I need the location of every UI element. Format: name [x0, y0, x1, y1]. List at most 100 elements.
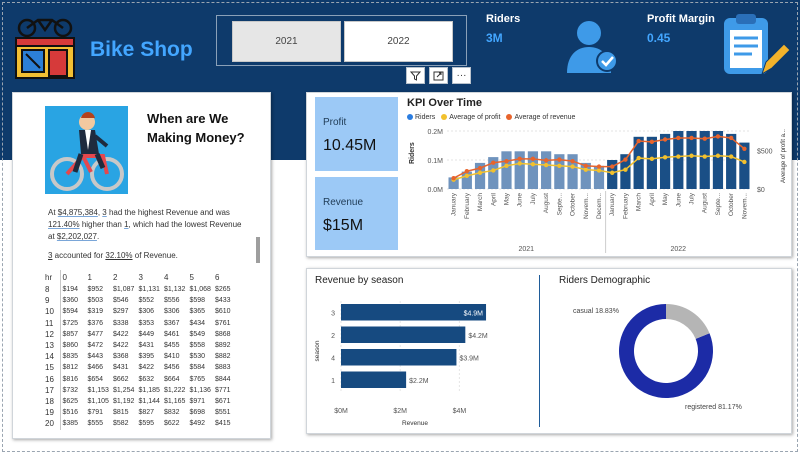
table-cell[interactable]: $654: [87, 375, 104, 383]
table-cell[interactable]: $664: [164, 375, 180, 383]
narrative-scrollbar[interactable]: [256, 237, 260, 263]
table-cell[interactable]: $194: [62, 286, 79, 293]
table-cell[interactable]: $338: [113, 319, 129, 327]
table-cell[interactable]: $433: [215, 297, 231, 305]
table-cell[interactable]: $1,105: [87, 398, 109, 406]
table-cell[interactable]: $812: [62, 364, 79, 372]
table-cell[interactable]: $827: [138, 409, 155, 417]
table-cell[interactable]: $595: [138, 420, 155, 428]
table-cell[interactable]: $1,132: [164, 286, 186, 293]
row-header[interactable]: 18: [45, 396, 61, 408]
table-cell[interactable]: $1,068: [189, 286, 211, 293]
row-header[interactable]: 11: [45, 317, 61, 329]
table-cell[interactable]: $761: [215, 319, 231, 327]
table-cell[interactable]: $466: [87, 364, 104, 372]
row-header[interactable]: 10: [45, 306, 61, 318]
table-cell[interactable]: $449: [138, 330, 155, 338]
table-cell[interactable]: $952: [87, 286, 104, 293]
row-header[interactable]: 20: [45, 418, 61, 430]
table-cell[interactable]: $732: [62, 386, 79, 394]
table-cell[interactable]: $1,153: [87, 386, 109, 394]
table-cell[interactable]: $422: [138, 364, 155, 372]
table-cell[interactable]: $883: [215, 364, 231, 372]
table-cell[interactable]: $297: [113, 308, 129, 316]
table-cell[interactable]: $1,254: [113, 386, 135, 394]
table-cell[interactable]: $598: [189, 297, 206, 305]
table-cell[interactable]: $868: [215, 330, 231, 338]
table-cell[interactable]: $662: [113, 375, 129, 383]
table-cell[interactable]: $319: [87, 308, 104, 316]
table-cell[interactable]: $306: [138, 308, 155, 316]
table-cell[interactable]: $622: [164, 420, 180, 428]
column-header[interactable]: 4: [164, 272, 169, 282]
table-cell[interactable]: $552: [138, 297, 155, 305]
row-header[interactable]: 15: [45, 362, 61, 374]
table-cell[interactable]: $594: [62, 308, 79, 316]
year-option-2022[interactable]: 2022: [344, 21, 453, 62]
column-header[interactable]: 5: [189, 272, 194, 282]
table-cell[interactable]: $556: [164, 297, 180, 305]
column-header[interactable]: 0: [62, 272, 67, 282]
table-cell[interactable]: $1,131: [138, 286, 160, 293]
table-cell[interactable]: $860: [62, 342, 79, 350]
more-options-icon[interactable]: ···: [452, 67, 471, 84]
row-header[interactable]: 16: [45, 373, 61, 385]
table-cell[interactable]: $1,165: [164, 398, 186, 406]
table-cell[interactable]: $882: [215, 353, 231, 361]
table-cell[interactable]: $367: [164, 319, 180, 327]
table-cell[interactable]: $698: [189, 409, 206, 417]
table-cell[interactable]: $422: [113, 330, 129, 338]
row-header[interactable]: 9: [45, 295, 61, 307]
column-header[interactable]: 2: [113, 272, 118, 282]
column-header[interactable]: 1: [87, 272, 92, 282]
table-cell[interactable]: $625: [62, 398, 79, 406]
table-cell[interactable]: $431: [138, 342, 155, 350]
table-cell[interactable]: $395: [138, 353, 155, 361]
table-cell[interactable]: $835: [62, 353, 79, 361]
table-cell[interactable]: $549: [189, 330, 206, 338]
table-cell[interactable]: $431: [113, 364, 129, 372]
table-cell[interactable]: $461: [164, 330, 180, 338]
table-cell[interactable]: $551: [215, 409, 231, 417]
table-cell[interactable]: $725: [62, 319, 79, 327]
table-cell[interactable]: $765: [189, 375, 206, 383]
table-cell[interactable]: $546: [113, 297, 129, 305]
column-header[interactable]: 6: [215, 272, 220, 282]
table-cell[interactable]: $555: [87, 420, 104, 428]
table-cell[interactable]: $1,087: [113, 286, 135, 293]
table-cell[interactable]: $503: [87, 297, 104, 305]
table-cell[interactable]: $671: [215, 398, 231, 406]
table-cell[interactable]: $516: [62, 409, 79, 417]
table-cell[interactable]: $558: [189, 342, 206, 350]
table-cell[interactable]: $492: [189, 420, 206, 428]
table-cell[interactable]: $422: [113, 342, 129, 350]
table-cell[interactable]: $456: [164, 364, 180, 372]
table-cell[interactable]: $1,185: [138, 386, 160, 394]
table-cell[interactable]: $385: [62, 420, 79, 428]
table-cell[interactable]: $832: [164, 409, 180, 417]
table-cell[interactable]: $306: [164, 308, 180, 316]
table-cell[interactable]: $1,222: [164, 386, 186, 394]
table-cell[interactable]: $1,192: [113, 398, 135, 406]
table-cell[interactable]: $844: [215, 375, 231, 383]
table-cell[interactable]: $455: [164, 342, 180, 350]
table-cell[interactable]: $365: [189, 308, 206, 316]
legend-item-profit[interactable]: Average of profit: [441, 114, 500, 121]
row-header[interactable]: 14: [45, 351, 61, 363]
table-cell[interactable]: $771: [215, 386, 231, 394]
legend-item-riders[interactable]: Riders: [407, 114, 435, 121]
row-header[interactable]: 17: [45, 384, 61, 397]
table-cell[interactable]: $434: [189, 319, 206, 327]
row-header[interactable]: 19: [45, 407, 61, 419]
table-cell[interactable]: $610: [215, 308, 231, 316]
table-cell[interactable]: $443: [87, 353, 104, 361]
table-cell[interactable]: $472: [87, 342, 104, 350]
row-header[interactable]: 12: [45, 328, 61, 341]
row-header[interactable]: 8: [45, 284, 61, 296]
table-cell[interactable]: $368: [113, 353, 129, 361]
table-cell[interactable]: $582: [113, 420, 129, 428]
table-cell[interactable]: $971: [189, 398, 206, 406]
year-option-2021[interactable]: 2021: [232, 21, 341, 62]
focus-mode-icon[interactable]: [429, 67, 448, 84]
table-cell[interactable]: $815: [113, 409, 129, 417]
